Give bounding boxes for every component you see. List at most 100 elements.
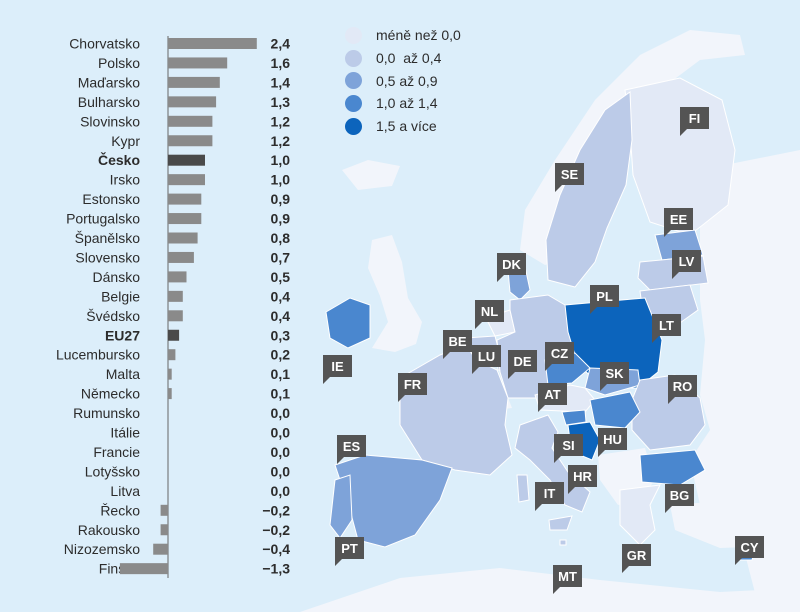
bar: [168, 271, 187, 283]
category-label: Bulharsko: [78, 94, 140, 110]
value-label: 0,0: [271, 444, 291, 460]
value-label: −1,3: [262, 561, 290, 577]
category-label: Litva: [110, 483, 140, 499]
country-tag: EE: [664, 208, 693, 237]
country-tag: BE: [443, 330, 472, 359]
country-tag: SE: [555, 163, 584, 192]
category-label: Lucembursko: [56, 347, 140, 363]
country-code-text: LU: [478, 349, 495, 364]
category-label: Kypr: [111, 133, 140, 149]
country-code-text: LV: [679, 254, 695, 269]
value-label: 2,4: [271, 36, 291, 52]
category-label: Švédsko: [86, 308, 140, 324]
country-tag: CZ: [545, 342, 574, 371]
value-label: 0,7: [271, 249, 291, 265]
country-code-text: HR: [573, 469, 592, 484]
country-tag: SI: [554, 434, 583, 463]
category-label: Rumunsko: [73, 405, 140, 421]
category-label: Rakousko: [78, 522, 140, 538]
country-tag: PT: [335, 537, 364, 566]
category-label: Francie: [93, 444, 140, 460]
country-tag: ES: [337, 435, 366, 464]
region-si: [561, 409, 587, 426]
country-code-text: NL: [481, 304, 498, 319]
country-code-text: PL: [596, 289, 613, 304]
category-labels: Chorvatsko Polsko Maďarsko Bulharsko Slovins…: [56, 36, 140, 577]
legend-label: méně než 0,0: [376, 27, 461, 44]
country-code-text: DK: [502, 257, 521, 272]
map-legend: méně než 0,0 0,0 až 0,4 0,5 až 0,9 1,0 a…: [345, 24, 461, 137]
country-tag: DK: [497, 253, 526, 282]
country-code-text: BG: [670, 488, 690, 503]
country-tag: CY: [735, 536, 764, 565]
country-tag: HU: [598, 428, 627, 457]
category-label: Irsko: [110, 172, 141, 188]
bar: [168, 57, 228, 69]
country-tag: LU: [472, 345, 501, 374]
value-label: 0,1: [271, 366, 291, 382]
country-code-text: MT: [558, 569, 577, 584]
legend-swatch: [345, 49, 362, 67]
bar: [168, 368, 172, 380]
bar: [168, 115, 213, 127]
region-bg: [639, 449, 706, 486]
region-se: [545, 91, 633, 288]
country-code-text: GR: [627, 548, 647, 563]
value-label: −0,2: [262, 522, 290, 538]
country-tag: SK: [600, 362, 629, 391]
value-label: 0,0: [271, 405, 291, 421]
category-label: Slovensko: [75, 249, 140, 265]
country-code-text: LT: [659, 318, 674, 333]
legend-swatch: [345, 26, 362, 44]
bar: [168, 135, 213, 147]
legend-label: 1,5 a více: [376, 118, 437, 135]
legend-item: méně než 0,0: [345, 24, 461, 47]
bar: [153, 543, 168, 555]
category-label: Nizozemsko: [64, 541, 140, 557]
bar: [168, 154, 205, 166]
country-code-text: IE: [331, 359, 344, 374]
value-label: 1,4: [271, 74, 291, 90]
bar: [168, 213, 202, 225]
value-label: 1,3: [271, 94, 291, 110]
country-tag: MT: [553, 565, 582, 594]
category-label: Malta: [106, 366, 140, 382]
country-code-text: AT: [544, 387, 560, 402]
country-code-text: SI: [562, 438, 574, 453]
country-tag: LV: [672, 250, 701, 279]
country-code-text: SE: [561, 167, 579, 182]
legend-swatch: [345, 94, 362, 112]
land-great-britain: [368, 235, 422, 352]
region-it: [516, 474, 530, 503]
value-label: 1,6: [271, 55, 291, 71]
region-pt: [329, 474, 353, 539]
land-turkey: [670, 500, 800, 548]
country-code-text: CZ: [551, 346, 568, 361]
country-code-text: PT: [341, 541, 358, 556]
country-tag: BG: [665, 484, 694, 513]
value-label: 0,4: [271, 308, 291, 324]
category-label: Německo: [81, 386, 140, 402]
value-label: 1,0: [271, 152, 291, 168]
bar: [168, 329, 180, 341]
value-label: 1,0: [271, 172, 291, 188]
category-label: EU27: [105, 327, 140, 343]
category-label: Lotyšsko: [85, 463, 140, 479]
bar: [168, 232, 198, 244]
legend-label: 0,0 až 0,4: [376, 50, 442, 67]
bar: [168, 388, 172, 400]
category-label: Polsko: [98, 55, 140, 71]
country-code-text: RO: [673, 379, 693, 394]
category-label: Španělsko: [75, 230, 141, 246]
bar: [168, 349, 176, 361]
country-code-text: CY: [740, 540, 758, 555]
country-code-text: DE: [513, 354, 531, 369]
category-label: Belgie: [101, 288, 140, 304]
bars: [119, 38, 257, 575]
country-tag: PL: [590, 285, 619, 314]
region-ie: [325, 297, 371, 349]
legend-label: 1,0 až 1,4: [376, 95, 438, 112]
country-code-text: IT: [544, 486, 556, 501]
country-tag: GR: [622, 544, 651, 573]
